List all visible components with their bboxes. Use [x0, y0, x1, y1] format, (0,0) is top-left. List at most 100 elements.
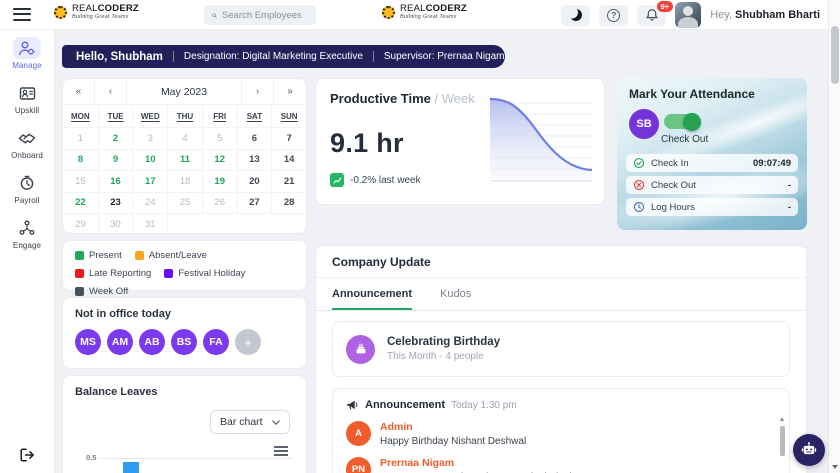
- calendar-day[interactable]: 11: [167, 149, 202, 171]
- scroll-down-arrow[interactable]: [832, 465, 838, 469]
- balance-leaves-card: Balance Leaves Bar chart 0.5: [62, 375, 307, 473]
- person-avatar[interactable]: BS: [171, 329, 197, 355]
- calendar-day[interactable]: 13: [237, 149, 272, 171]
- birthday-announcement-card[interactable]: Celebrating Birthday This Month - 4 peop…: [332, 321, 790, 377]
- calendar-day[interactable]: 9: [98, 149, 133, 171]
- chart-menu-icon[interactable]: [274, 446, 288, 459]
- calendar-day[interactable]: 17: [132, 170, 167, 192]
- calendar-day[interactable]: 15: [63, 170, 98, 192]
- sidebar-item-onboard[interactable]: Onboard: [11, 127, 43, 160]
- tab-announcement[interactable]: Announcement: [332, 288, 412, 310]
- calendar-day[interactable]: 12: [202, 149, 237, 171]
- calendar-day[interactable]: 2: [98, 127, 133, 149]
- present-swatch: [75, 251, 84, 260]
- post-message: Happy Birthday Nishant Deshwal: [380, 436, 526, 447]
- brand-name: REALCODERZ: [400, 4, 467, 14]
- legend-item-festival: Festival Holiday: [164, 268, 245, 279]
- onboard-handshake-icon: [13, 127, 41, 149]
- calendar-prev-month-button[interactable]: ‹: [95, 79, 127, 105]
- sidebar-item-engage[interactable]: Engage: [13, 217, 41, 250]
- poster-name[interactable]: Admin: [380, 421, 526, 433]
- calendar-day[interactable]: 20: [237, 170, 272, 192]
- person-avatar[interactable]: FA: [203, 329, 229, 355]
- legend-item-weekoff: Week Off: [75, 286, 128, 297]
- calendar-day[interactable]: 3: [132, 127, 167, 149]
- calendar-day[interactable]: 22: [63, 192, 98, 214]
- calendar-day[interactable]: 6: [237, 127, 272, 149]
- banner-designation: Designation: Digital Marketing Executive: [173, 51, 373, 62]
- late-swatch: [75, 269, 84, 278]
- logout-button[interactable]: [0, 447, 55, 463]
- log-hours-row[interactable]: Log Hours -: [626, 198, 798, 216]
- calendar-prev-year-button[interactable]: «: [63, 79, 95, 105]
- poster-name[interactable]: Prernaa Nigam: [380, 457, 575, 469]
- calendar-day[interactable]: 10: [132, 149, 167, 171]
- search-icon: [212, 10, 217, 21]
- y-axis-tick: 0.5: [86, 453, 96, 462]
- calendar-next-month-button[interactable]: ›: [242, 79, 274, 105]
- brand-logo-center: REALCODERZ Building Great Teams: [382, 4, 467, 20]
- calendar-day[interactable]: 24: [132, 192, 167, 214]
- tab-kudos[interactable]: Kudos: [440, 288, 471, 310]
- productive-delta-text: -0.2% last week: [350, 175, 421, 186]
- engage-network-icon: [13, 217, 41, 239]
- calendar-day[interactable]: 8: [63, 149, 98, 171]
- sidebar-item-payroll[interactable]: Payroll: [13, 172, 41, 205]
- weekoff-swatch: [75, 287, 84, 296]
- employee-search[interactable]: [204, 5, 316, 25]
- leave-bar[interactable]: [123, 462, 139, 473]
- help-button[interactable]: ?: [599, 5, 628, 26]
- calendar-month-label: May 2023: [127, 79, 242, 105]
- welcome-banner: Hello, Shubham Designation: Digital Mark…: [62, 45, 505, 68]
- person-avatar[interactable]: AB: [139, 329, 165, 355]
- calendar-day[interactable]: 18: [167, 170, 202, 192]
- calendar-day[interactable]: 4: [167, 127, 202, 149]
- chatbot-fab-button[interactable]: [793, 434, 825, 466]
- person-avatar[interactable]: AM: [107, 329, 133, 355]
- calendar-day[interactable]: 25: [167, 192, 202, 214]
- calendar-day[interactable]: 27: [237, 192, 272, 214]
- window-scrollbar[interactable]: [828, 0, 840, 473]
- calendar-day[interactable]: 29: [63, 213, 98, 234]
- chart-type-select[interactable]: Bar chart: [210, 410, 290, 434]
- log-hours-value: -: [788, 202, 791, 213]
- calendar-day[interactable]: 7: [271, 127, 306, 149]
- gridline: [101, 458, 292, 459]
- check-in-row[interactable]: Check In 09:07:49: [626, 154, 798, 172]
- feed-header-time: Today 1:30 pm: [451, 400, 517, 411]
- user-name[interactable]: Shubham Bharti: [735, 9, 820, 21]
- calendar-day[interactable]: 14: [271, 149, 306, 171]
- brand-logo[interactable]: REALCODERZ Building Great Teams: [54, 4, 139, 20]
- scroll-up-arrow[interactable]: [780, 417, 784, 421]
- hamburger-menu-icon[interactable]: [13, 8, 31, 21]
- calendar-day[interactable]: 31: [132, 213, 167, 234]
- calendar-day[interactable]: 30: [98, 213, 133, 234]
- calendar-next-year-button[interactable]: »: [274, 79, 306, 105]
- search-input[interactable]: [222, 10, 308, 21]
- birthday-subtitle: This Month - 4 people: [387, 351, 500, 362]
- notifications-button[interactable]: 9+: [637, 5, 666, 26]
- calendar-day[interactable]: 16: [98, 170, 133, 192]
- calendar-day[interactable]: 26: [202, 192, 237, 214]
- calendar-day[interactable]: 21: [271, 170, 306, 192]
- sidebar-item-upskill[interactable]: Upskill: [13, 82, 41, 115]
- check-out-row[interactable]: Check Out -: [626, 176, 798, 194]
- dark-mode-button[interactable]: [561, 5, 590, 26]
- window-scrollbar-thumb[interactable]: [831, 26, 839, 84]
- user-greeting: Hey, Shubham Bharti: [710, 9, 820, 21]
- person-avatar[interactable]: MS: [75, 329, 101, 355]
- poster-avatar[interactable]: PN: [346, 457, 371, 473]
- user-avatar[interactable]: [675, 2, 701, 28]
- calendar-day[interactable]: 1: [63, 127, 98, 149]
- calendar-day[interactable]: 23: [98, 192, 133, 214]
- feed-scrollbar[interactable]: [779, 417, 786, 473]
- feed-scrollbar-thumb[interactable]: [780, 426, 785, 456]
- sidebar-item-manage[interactable]: Manage: [12, 37, 42, 70]
- calendar-day[interactable]: 5: [202, 127, 237, 149]
- poster-avatar[interactable]: A: [346, 421, 371, 446]
- calendar-day[interactable]: 19: [202, 170, 237, 192]
- calendar-day[interactable]: 28: [271, 192, 306, 214]
- checkout-toggle[interactable]: [664, 114, 700, 129]
- brand-tagline: Building Great Teams: [72, 14, 139, 20]
- more-people-button[interactable]: +: [235, 329, 261, 355]
